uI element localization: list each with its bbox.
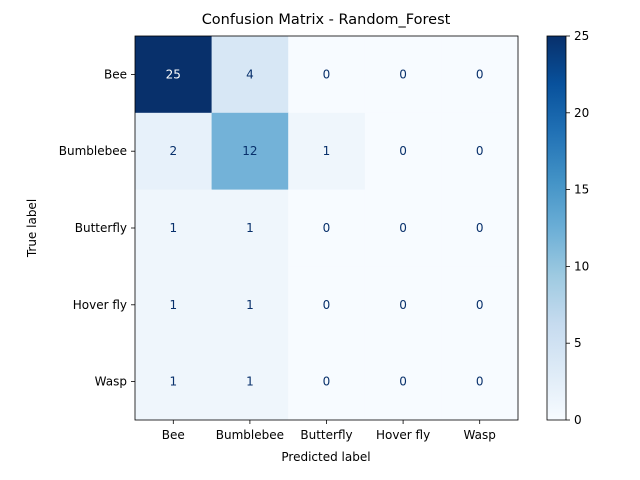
y-tick-label: Bee [104,67,127,81]
heatmap-cell [441,36,519,114]
cell-value-label: 0 [399,144,407,158]
x-tick-label: Wasp [464,428,496,442]
heatmap-cell [288,112,366,191]
colorbar-tick-label: 10 [574,259,589,273]
cell-value-label: 2 [169,144,177,158]
colorbar-tick-label: 0 [574,413,582,427]
cell-value-label: 1 [323,144,331,158]
heatmap-cell [211,112,289,191]
x-tick-label: Butterfly [300,428,352,442]
cell-value-label: 0 [323,67,331,81]
heatmap-cell [211,343,289,421]
cell-value-label: 0 [323,298,331,312]
cell-value-label: 12 [242,144,257,158]
x-axis-label: Predicted label [281,450,370,464]
x-tick-label: Hover fly [376,428,430,442]
cell-value-label: 0 [323,221,331,235]
y-tick-label: Wasp [95,375,127,389]
heatmap-cell [135,343,213,421]
heatmap-cell [135,36,213,114]
heatmap-cell [441,189,519,267]
heatmap-cell [288,266,366,344]
heatmap-cell [364,36,442,114]
cell-value-label: 1 [246,298,254,312]
heatmap-cell [288,343,366,421]
y-tick-label: Bumblebee [59,144,127,158]
cell-value-label: 0 [476,67,484,81]
cell-value-label: 1 [169,298,177,312]
heatmap-cell [211,36,289,114]
x-tick-label: Bumblebee [216,428,284,442]
colorbar-tick-label: 20 [574,106,589,120]
heatmap-cell [441,112,519,191]
cell-value-label: 0 [399,298,407,312]
y-tick-label: Hover fly [73,298,127,312]
colorbar [546,35,567,421]
y-axis-label: True label [25,199,39,258]
cell-value-label: 1 [169,375,177,389]
cell-value-label: 0 [476,144,484,158]
cell-value-label: 1 [246,221,254,235]
heatmap-cell [211,266,289,344]
heatmap-cell [441,343,519,421]
heatmap-cell [288,189,366,267]
cell-value-label: 0 [476,298,484,312]
heatmap-cell [364,189,442,267]
x-tick-label: Bee [162,428,185,442]
cell-value-label: 0 [476,221,484,235]
cell-value-label: 0 [399,221,407,235]
cell-value-label: 0 [476,375,484,389]
cell-value-label: 1 [246,375,254,389]
cell-value-label: 25 [166,67,181,81]
colorbar-tick-label: 5 [574,336,582,350]
colorbar-ticks: 0 5 10 15 20 25 [566,29,589,427]
x-axis-ticks: Bee Bumblebee Butterfly Hover fly Wasp [162,420,496,442]
cell-value-label: 1 [169,221,177,235]
heatmap-cell [135,266,213,344]
heatmap-cells: 25 4 0 0 0 2 12 1 0 0 1 1 0 0 0 1 1 0 0 0 1 1 0 0 0 [135,36,519,421]
colorbar-tick-label: 25 [574,29,589,43]
y-tick-label: Butterfly [75,221,127,235]
heatmap-cell [364,112,442,191]
heatmap-cell [441,266,519,344]
colorbar-tick-label: 15 [574,183,589,197]
cell-value-label: 0 [399,67,407,81]
heatmap-cell [135,189,213,267]
heatmap-cell [364,266,442,344]
cell-value-label: 0 [399,375,407,389]
cell-value-label: 4 [246,67,254,81]
cell-value-label: 0 [323,375,331,389]
heatmap-cell [135,112,213,191]
heatmap-cell [211,189,289,267]
heatmap-cell [364,343,442,421]
chart-title: Confusion Matrix - Random_Forest [202,12,451,28]
y-axis-ticks: Bee Bumblebee Butterfly Hover fly Wasp [59,67,135,389]
heatmap-cell [288,36,366,114]
